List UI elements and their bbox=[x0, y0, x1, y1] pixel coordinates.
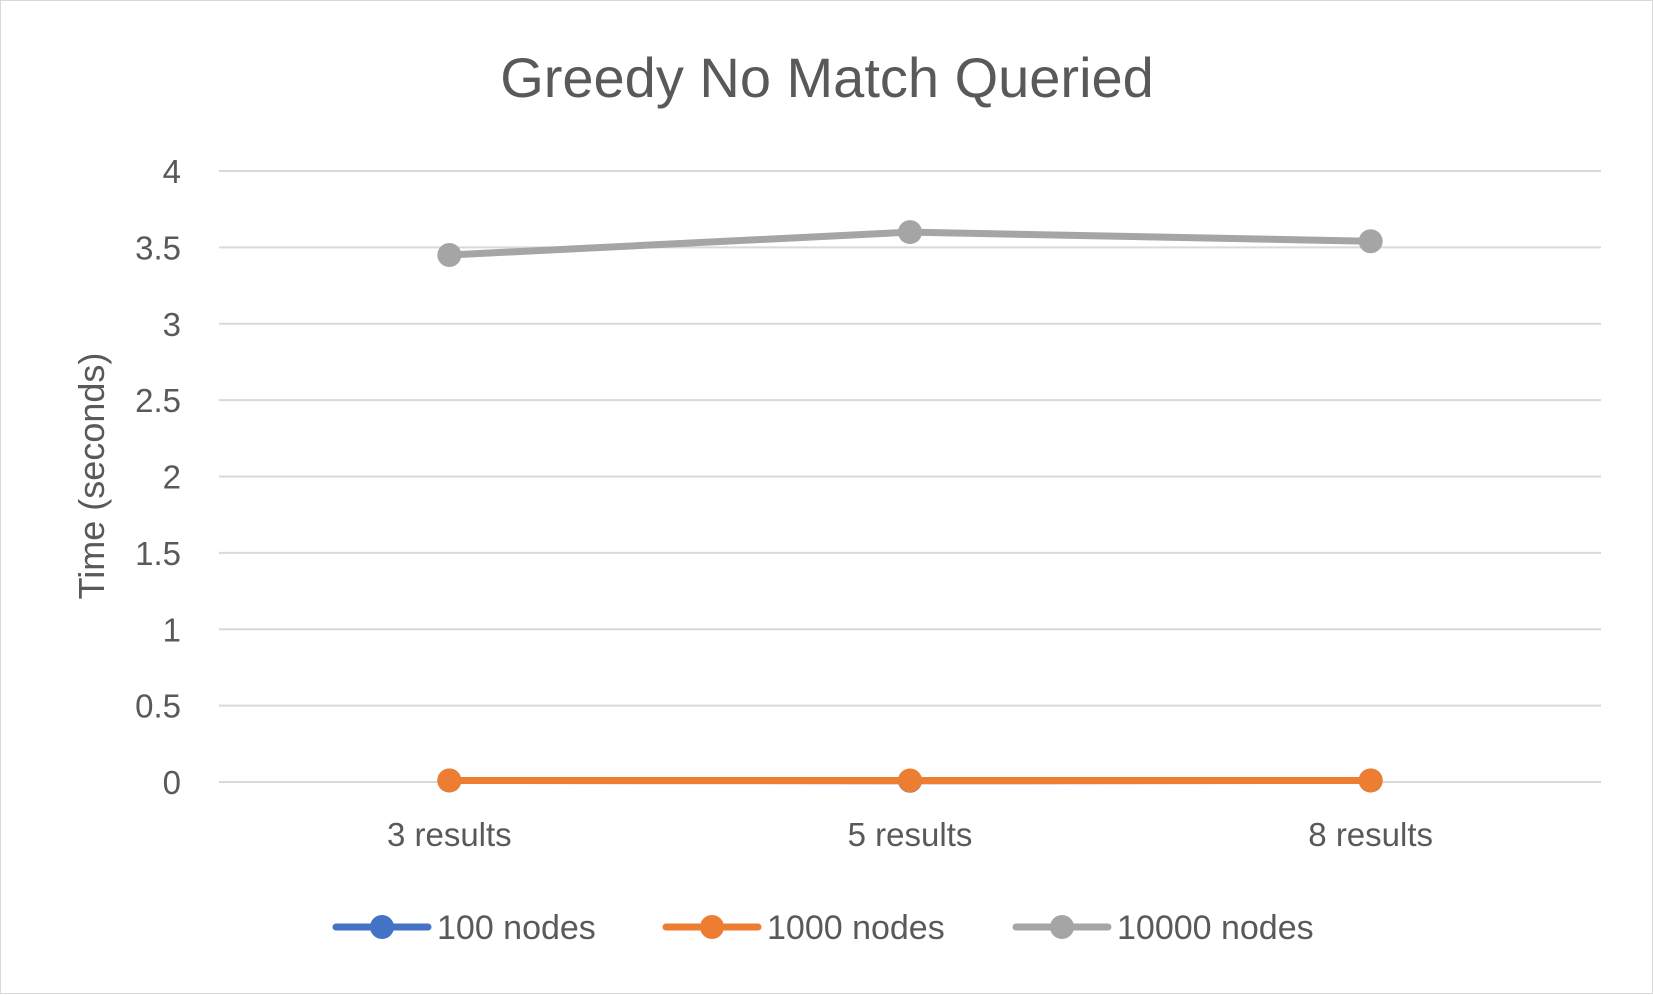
data-point bbox=[898, 220, 922, 244]
series-lines bbox=[437, 220, 1382, 793]
y-tick-label: 2 bbox=[163, 459, 181, 496]
y-tick-label: 3 bbox=[163, 306, 181, 343]
gridlines bbox=[219, 171, 1601, 782]
chart-title: Greedy No Match Queried bbox=[500, 46, 1154, 109]
y-tick-label: 0 bbox=[163, 764, 181, 801]
y-tick-label: 1.5 bbox=[135, 535, 181, 572]
y-tick-label: 4 bbox=[163, 153, 181, 190]
legend-item: 1000 nodes bbox=[666, 909, 945, 947]
legend-label: 100 nodes bbox=[437, 909, 596, 947]
data-point bbox=[898, 768, 922, 792]
y-axis-ticks: 0 0.5 1 1.5 2 2.5 3 3.5 4 bbox=[135, 153, 181, 801]
x-tick-label: 3 results bbox=[387, 816, 512, 853]
y-tick-label: 2.5 bbox=[135, 382, 181, 419]
data-point bbox=[437, 243, 461, 267]
legend-label: 1000 nodes bbox=[767, 909, 945, 947]
data-point bbox=[1359, 768, 1383, 792]
x-tick-label: 8 results bbox=[1308, 816, 1433, 853]
legend: 100 nodes 1000 nodes 10000 nodes bbox=[336, 909, 1314, 947]
data-point bbox=[437, 768, 461, 792]
series-1 bbox=[437, 768, 1382, 792]
legend-marker bbox=[700, 915, 724, 939]
legend-marker bbox=[370, 915, 394, 939]
legend-item: 100 nodes bbox=[336, 909, 596, 947]
x-axis-ticks: 3 results 5 results 8 results bbox=[387, 816, 1433, 853]
series-2 bbox=[437, 220, 1382, 267]
y-tick-label: 3.5 bbox=[135, 229, 181, 266]
y-axis-title: Time (seconds) bbox=[71, 353, 112, 600]
legend-label: 10000 nodes bbox=[1117, 909, 1314, 947]
y-tick-label: 0.5 bbox=[135, 688, 181, 725]
legend-item: 10000 nodes bbox=[1016, 909, 1314, 947]
y-tick-label: 1 bbox=[163, 611, 181, 648]
legend-marker bbox=[1050, 915, 1074, 939]
x-tick-label: 5 results bbox=[848, 816, 973, 853]
data-point bbox=[1359, 229, 1383, 253]
